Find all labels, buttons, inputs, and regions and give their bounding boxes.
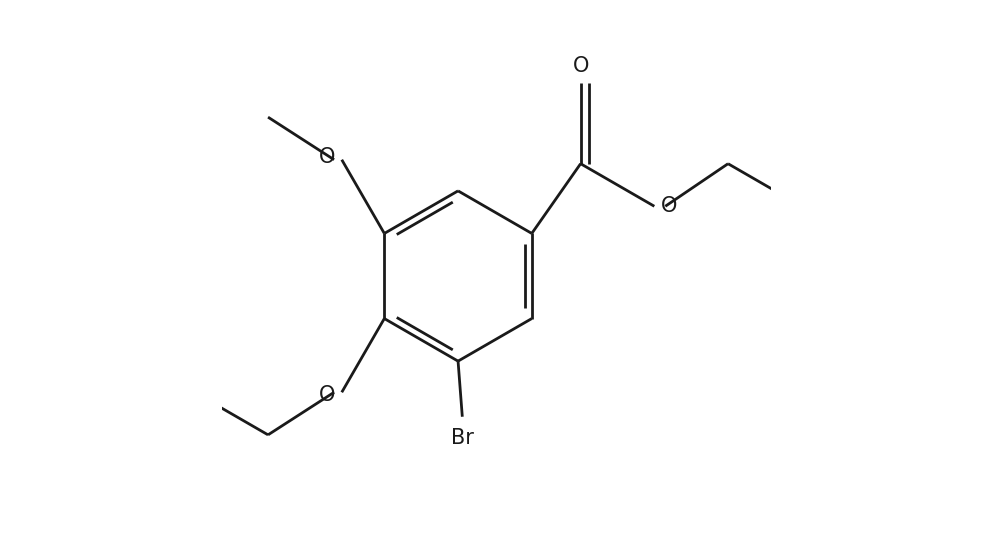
Text: O: O	[572, 56, 589, 76]
Text: O: O	[661, 197, 677, 216]
Text: Br: Br	[451, 428, 474, 448]
Text: O: O	[319, 147, 336, 167]
Text: O: O	[319, 385, 336, 405]
